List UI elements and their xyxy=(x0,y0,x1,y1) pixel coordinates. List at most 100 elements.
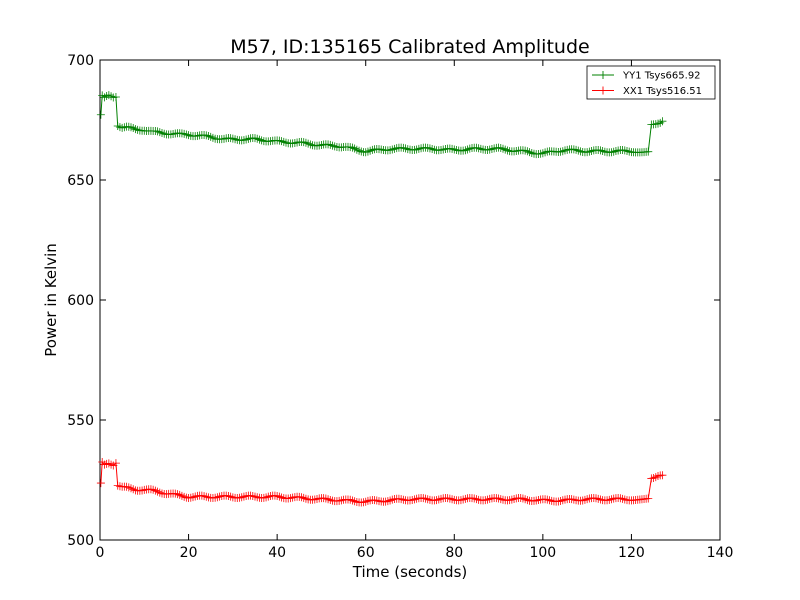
x-tick-label: 120 xyxy=(618,545,645,561)
data-point-marker xyxy=(372,496,381,505)
data-point-marker xyxy=(603,496,612,505)
data-point-marker xyxy=(425,144,434,153)
plot-area xyxy=(99,59,721,541)
data-point-marker xyxy=(620,495,629,504)
data-point-marker xyxy=(275,492,284,501)
data-point-marker xyxy=(100,93,109,102)
data-point-marker xyxy=(397,495,406,504)
data-point-marker xyxy=(576,147,585,156)
data-point-marker xyxy=(580,495,589,504)
data-point-marker xyxy=(492,494,501,503)
data-point-marker xyxy=(133,125,142,134)
data-point-marker xyxy=(317,141,326,150)
data-point-marker xyxy=(656,118,665,127)
data-point-marker xyxy=(228,134,237,143)
data-point-marker xyxy=(277,137,286,146)
legend-label: XX1 Tsys516.51 xyxy=(623,86,702,97)
data-point-marker xyxy=(235,493,244,502)
series-1 xyxy=(96,91,667,159)
data-point-marker xyxy=(596,495,605,504)
data-point-marker xyxy=(350,144,359,153)
data-point-marker xyxy=(609,147,618,156)
data-point-marker xyxy=(160,129,169,138)
data-point-marker xyxy=(153,127,162,136)
data-point-marker xyxy=(200,492,209,501)
data-point-marker xyxy=(184,131,193,140)
data-point-marker xyxy=(654,119,662,128)
data-point-marker xyxy=(583,148,592,157)
data-point-marker xyxy=(228,493,237,502)
data-point-marker xyxy=(423,143,432,152)
data-point-marker xyxy=(175,490,184,499)
data-point-marker xyxy=(361,497,370,506)
data-point-marker xyxy=(239,492,248,501)
data-point-marker xyxy=(503,146,512,155)
data-point-marker xyxy=(297,493,306,502)
data-point-marker xyxy=(439,145,448,154)
data-point-marker xyxy=(315,141,324,150)
data-point-marker xyxy=(304,139,313,148)
data-point-marker xyxy=(401,144,410,153)
data-point-marker xyxy=(563,145,572,154)
data-point-marker xyxy=(534,496,543,505)
data-point-marker xyxy=(131,125,140,134)
data-point-marker xyxy=(644,494,653,503)
data-point-marker xyxy=(494,494,503,503)
data-point-marker xyxy=(346,143,355,152)
data-point-marker xyxy=(295,492,304,501)
y-axis-label: Power in Kelvin xyxy=(42,243,60,357)
data-point-marker xyxy=(607,148,616,157)
data-point-marker xyxy=(171,489,180,498)
data-point-marker xyxy=(598,147,607,156)
data-point-marker xyxy=(264,492,273,501)
data-point-marker xyxy=(189,493,197,502)
data-point-marker xyxy=(611,147,620,156)
data-point-marker xyxy=(525,148,534,157)
data-point-marker xyxy=(499,144,507,153)
data-point-marker xyxy=(104,459,113,468)
data-point-marker xyxy=(403,145,412,154)
data-point-marker xyxy=(151,127,160,136)
data-point-marker xyxy=(556,496,565,505)
data-point-marker xyxy=(155,128,164,137)
data-point-marker xyxy=(419,494,428,503)
data-point-marker xyxy=(282,138,290,147)
data-point-marker xyxy=(111,92,120,101)
data-point-marker xyxy=(306,140,315,149)
data-point-marker xyxy=(388,495,397,504)
data-point-marker xyxy=(301,494,310,503)
data-point-marker xyxy=(290,139,299,148)
series-2 xyxy=(96,458,667,507)
data-point-marker xyxy=(558,147,567,156)
data-point-marker xyxy=(107,460,116,469)
legend-entry: XX1 Tsys516.51 xyxy=(592,86,702,97)
data-point-marker xyxy=(127,123,135,132)
data-point-marker xyxy=(251,492,259,501)
data-point-marker xyxy=(251,134,259,143)
data-point-marker xyxy=(647,474,656,483)
data-point-marker xyxy=(366,146,375,155)
data-point-marker xyxy=(510,494,519,503)
data-point-marker xyxy=(587,146,596,155)
data-point-marker xyxy=(578,496,587,505)
data-point-marker xyxy=(107,92,116,101)
data-point-marker xyxy=(518,494,527,503)
data-point-marker xyxy=(412,145,421,154)
data-point-marker xyxy=(204,132,213,141)
data-point-marker xyxy=(173,490,182,499)
x-axis-label: Time (seconds) xyxy=(352,563,468,581)
data-point-marker xyxy=(321,494,330,503)
data-point-marker xyxy=(352,145,361,154)
data-point-marker xyxy=(658,471,667,480)
data-point-marker xyxy=(592,494,600,503)
data-point-marker xyxy=(625,147,634,156)
data-point-marker xyxy=(279,137,288,146)
data-point-marker xyxy=(521,146,530,155)
data-point-marker xyxy=(288,139,297,148)
data-point-marker xyxy=(326,140,335,149)
data-point-marker xyxy=(388,145,397,154)
y-tick-label: 650 xyxy=(67,173,94,189)
data-point-marker xyxy=(288,493,297,502)
data-point-marker xyxy=(485,145,494,154)
